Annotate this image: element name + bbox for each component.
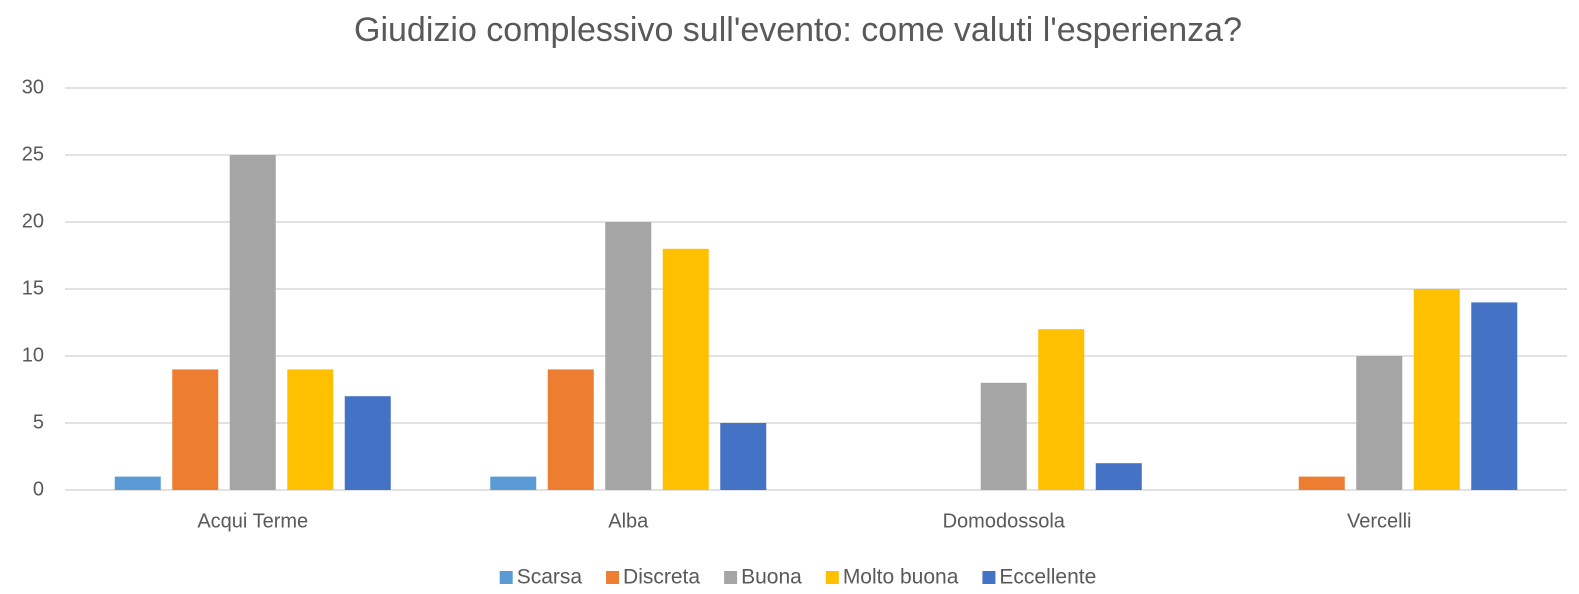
bar [547,369,594,490]
bar [1413,289,1460,490]
bar [172,369,219,490]
x-tick-label: Alba [608,510,649,532]
y-tick-label: 10 [22,344,44,366]
x-tick-label: Vercelli [1347,510,1411,532]
bar [980,382,1027,490]
y-tick-label: 0 [33,478,44,500]
legend-swatch [499,571,513,584]
bar [114,476,161,490]
bar [344,396,391,490]
legend-swatch [724,571,738,584]
bar [605,222,652,490]
bar [1356,356,1403,490]
y-tick-label: 20 [22,210,44,232]
legend-label: Eccellente [999,566,1096,589]
bar [1298,476,1345,490]
legend-swatch [982,571,996,584]
bar [1471,302,1518,490]
bar [1038,329,1085,490]
x-tick-label: Domodossola [943,510,1066,532]
legend-label: Buona [741,566,802,589]
bar [720,423,767,490]
y-tick-label: 15 [22,277,44,299]
bar [287,369,334,490]
legend-label: Scarsa [517,566,583,589]
bar [490,476,537,490]
chart-title: Giudizio complessivo sull'evento: come v… [354,11,1242,49]
legend-swatch [606,571,620,584]
y-tick-label: 25 [22,143,44,165]
x-tick-label: Acqui Terme [197,510,308,532]
legend-label: Molto buona [843,566,959,589]
legend-label: Discreta [623,566,700,589]
legend-swatch [825,571,839,584]
bar [1095,463,1142,490]
bar [662,248,709,490]
y-tick-label: 5 [33,411,44,433]
bar [229,155,276,490]
y-tick-label: 30 [22,76,44,98]
